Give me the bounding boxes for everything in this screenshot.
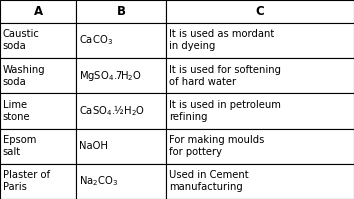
Bar [0, 58, 76, 93]
Bar [166, 58, 354, 93]
Bar [166, 129, 354, 164]
Text: For making moulds
for pottery: For making moulds for pottery [169, 135, 264, 157]
Bar [76, 164, 166, 199]
Text: Epsom
salt: Epsom salt [3, 135, 36, 157]
Bar [166, 0, 354, 23]
Text: Lime
stone: Lime stone [3, 100, 30, 122]
Bar [166, 93, 354, 129]
Bar [0, 23, 76, 58]
Bar [0, 93, 76, 129]
Text: Plaster of
Paris: Plaster of Paris [3, 170, 50, 192]
Bar [0, 164, 76, 199]
Bar [76, 23, 166, 58]
Bar [166, 164, 354, 199]
Text: A: A [34, 5, 42, 18]
Text: It is used as mordant
in dyeing: It is used as mordant in dyeing [169, 29, 274, 52]
Text: It is used in petroleum
refining: It is used in petroleum refining [169, 100, 281, 122]
Bar [76, 58, 166, 93]
Bar [76, 129, 166, 164]
Text: CaCO$_3$: CaCO$_3$ [79, 34, 113, 47]
Text: MgSO$_4$.7H$_2$O: MgSO$_4$.7H$_2$O [79, 69, 142, 83]
Text: C: C [256, 5, 264, 18]
Text: Na$_2$CO$_3$: Na$_2$CO$_3$ [79, 175, 118, 188]
Bar [0, 129, 76, 164]
Text: Caustic
soda: Caustic soda [3, 29, 40, 52]
Bar [76, 0, 166, 23]
Text: CaSO$_4$.½H$_2$O: CaSO$_4$.½H$_2$O [79, 103, 145, 118]
Text: It is used for softening
of hard water: It is used for softening of hard water [169, 65, 281, 87]
Text: Washing
soda: Washing soda [3, 65, 45, 87]
Bar [0, 0, 76, 23]
Bar [166, 23, 354, 58]
Text: NaOH: NaOH [79, 141, 108, 151]
Bar [76, 93, 166, 129]
Text: B: B [117, 5, 126, 18]
Text: Used in Cement
manufacturing: Used in Cement manufacturing [169, 170, 249, 192]
